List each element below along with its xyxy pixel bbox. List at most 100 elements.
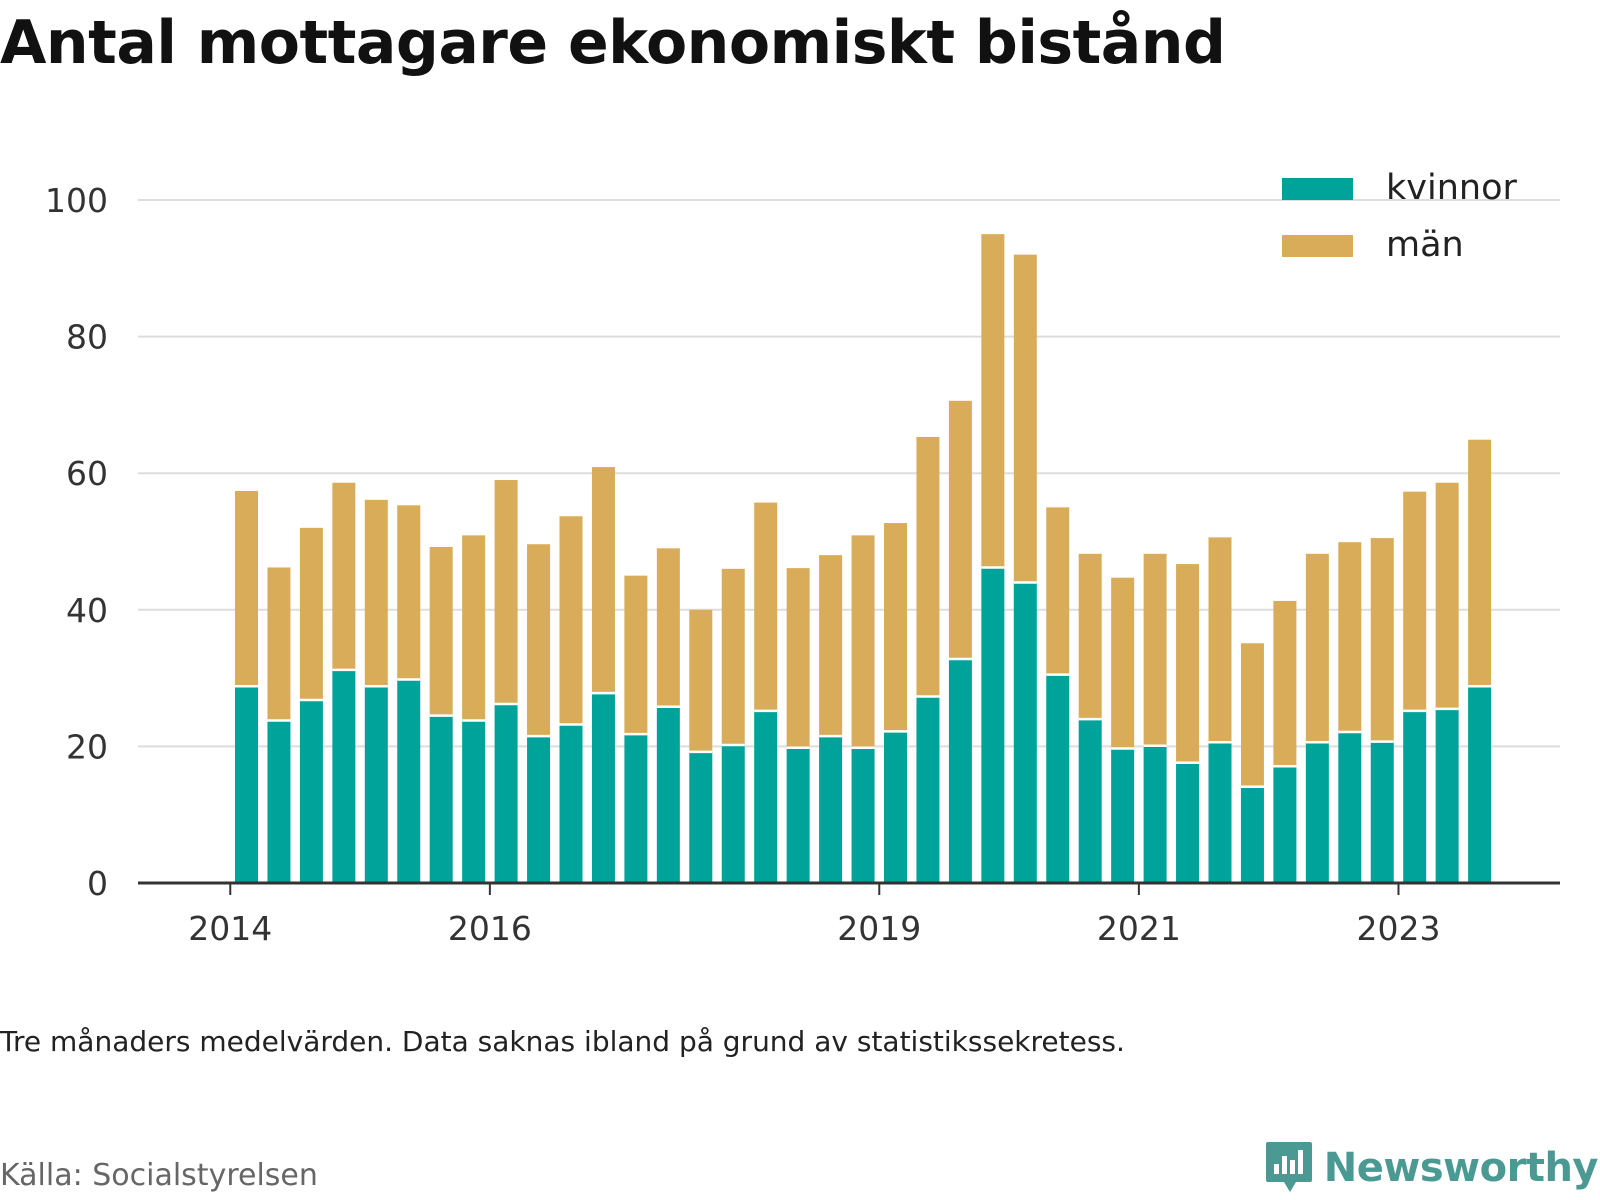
brand-name: Newsworthy [1323,1145,1599,1191]
bar-kvinnor[interactable] [851,747,875,883]
bar-man[interactable] [559,516,583,725]
bar-kvinnor[interactable] [1370,741,1394,883]
bar-man[interactable] [1435,482,1459,709]
y-tick-label: 0 [87,864,108,903]
y-tick-label: 100 [45,181,108,220]
bar-kvinnor[interactable] [332,669,356,883]
stacked-bar-chart: 0 20 40 60 80 100 2014 2016 2019 2021 2023 kvinnor m… [45,168,1560,948]
newsworthy-logo-icon [1265,1142,1312,1192]
bar-kvinnor[interactable] [981,567,1005,883]
bar-man[interactable] [494,480,518,705]
bar-kvinnor[interactable] [429,715,453,883]
bar-man[interactable] [689,609,713,752]
bar-man[interactable] [624,575,648,735]
x-tick-label: 2014 [188,909,272,948]
bar-man[interactable] [364,499,388,687]
bar-man[interactable] [1403,491,1427,711]
bar-kvinnor[interactable] [462,720,486,883]
bar-man[interactable] [1370,538,1394,742]
legend-label: män [1386,225,1464,265]
bar-kvinnor[interactable] [1046,674,1070,883]
bar-man[interactable] [754,502,778,711]
bar-man[interactable] [332,482,356,670]
bar-kvinnor[interactable] [721,745,745,883]
y-tick-label: 80 [66,318,108,357]
bar-man[interactable] [819,555,843,737]
y-tick-label: 60 [66,454,108,493]
bar-man[interactable] [721,568,745,746]
bar-kvinnor[interactable] [689,751,713,883]
bar-man[interactable] [948,400,972,659]
bar-kvinnor[interactable] [1208,742,1232,883]
legend-label: kvinnor [1386,168,1517,208]
bar-man[interactable] [1240,643,1264,787]
bar-man[interactable] [981,234,1005,568]
bar-man[interactable] [235,490,258,687]
bar-man[interactable] [299,527,323,700]
y-tick-label: 40 [66,591,108,630]
bar-man[interactable] [1208,537,1232,743]
x-tick-label: 2016 [448,909,532,948]
bar-kvinnor[interactable] [1305,742,1329,883]
bar-kvinnor[interactable] [1078,719,1102,883]
chart-title: Antal mottagare ekonomiskt bistånd [0,8,1226,78]
brand-logo[interactable]: Newsworthy [1264,1140,1599,1196]
bar-man[interactable] [1273,600,1297,767]
bar-man[interactable] [1338,542,1362,733]
bar-kvinnor[interactable] [364,686,388,883]
bar-kvinnor[interactable] [559,724,583,883]
bar-man[interactable] [1143,553,1167,746]
bar-man[interactable] [786,568,810,748]
bar-kvinnor[interactable] [1403,710,1427,883]
bar-kvinnor[interactable] [1013,582,1037,883]
bar-kvinnor[interactable] [299,699,323,883]
bar-man[interactable] [1046,507,1070,675]
bar-kvinnor[interactable] [1338,732,1362,883]
bar-kvinnor[interactable] [1240,786,1264,883]
bar-man[interactable] [884,523,907,732]
bar-kvinnor[interactable] [1468,686,1492,883]
bar-kvinnor[interactable] [1435,708,1459,883]
bar-kvinnor[interactable] [948,658,972,883]
bar-man[interactable] [1468,439,1492,687]
bar-kvinnor[interactable] [235,686,258,883]
bar-man[interactable] [1176,564,1200,763]
legend-swatch [1282,235,1353,257]
bar-kvinnor[interactable] [656,706,680,883]
bar-kvinnor[interactable] [1176,762,1200,883]
bar-kvinnor[interactable] [819,736,843,883]
bar-man[interactable] [397,505,421,680]
bar-man[interactable] [656,548,680,707]
source-label: Källa: Socialstyrelsen [0,1158,318,1193]
bar-man[interactable] [916,437,940,697]
bar-kvinnor[interactable] [1111,748,1135,883]
bar-kvinnor[interactable] [754,710,778,883]
bar-man[interactable] [1078,553,1102,720]
bar-kvinnor[interactable] [494,704,518,883]
bar-man[interactable] [267,567,291,721]
bar-kvinnor[interactable] [624,734,648,883]
bar-man[interactable] [527,544,551,737]
bar-kvinnor[interactable] [591,693,615,883]
x-tick-label: 2021 [1097,909,1181,948]
y-tick-label: 20 [66,727,108,766]
bar-man[interactable] [429,546,453,716]
bar-kvinnor[interactable] [1143,745,1167,883]
bar-man[interactable] [1013,254,1037,583]
bar-kvinnor[interactable] [397,679,421,883]
bar-man[interactable] [1111,577,1135,749]
x-tick-label: 2023 [1356,909,1440,948]
bar-kvinnor[interactable] [884,731,907,883]
bar-man[interactable] [462,535,486,721]
bar-man[interactable] [591,467,615,694]
chart-note: Tre månaders medelvärden. Data saknas ib… [0,1025,1125,1058]
bar-man[interactable] [851,535,875,748]
bar-kvinnor[interactable] [786,747,810,883]
bar-kvinnor[interactable] [1273,766,1297,883]
bar-kvinnor[interactable] [527,736,551,883]
x-tick-label: 2019 [837,909,921,948]
bar-kvinnor[interactable] [267,720,291,883]
bar-kvinnor[interactable] [916,696,940,883]
bar-man[interactable] [1305,553,1329,743]
legend-swatch [1282,178,1353,200]
